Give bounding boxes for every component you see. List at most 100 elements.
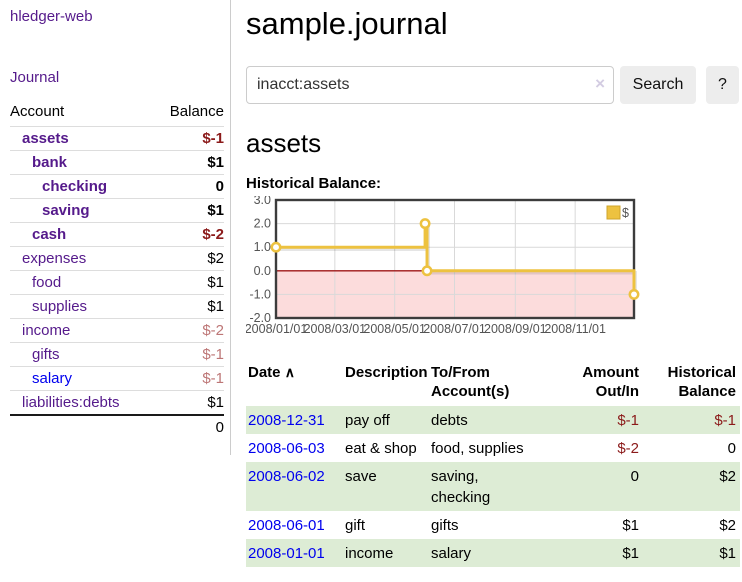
account-row: bank $1 bbox=[10, 150, 224, 175]
register-accounts: food, supplies bbox=[431, 439, 524, 457]
register-description: eat & shop bbox=[345, 439, 417, 457]
account-balance: $1 bbox=[153, 270, 224, 295]
register-balance: $1 bbox=[719, 544, 736, 562]
register-header-row: Date ∧ Description To/From Account(s) Am… bbox=[246, 362, 740, 406]
account-row: gifts $-1 bbox=[10, 342, 224, 367]
register-balance: $-1 bbox=[714, 411, 736, 429]
account-row: income $-2 bbox=[10, 318, 224, 343]
register-accounts: debts bbox=[431, 411, 468, 429]
account-row: food $1 bbox=[10, 270, 224, 295]
register-date-link[interactable]: 2008-06-03 bbox=[248, 439, 325, 457]
register-header-balance: Historical Balance bbox=[667, 364, 736, 400]
account-row: cash $-2 bbox=[10, 222, 224, 247]
register-amount: $-1 bbox=[617, 411, 639, 429]
legend-swatch-icon bbox=[606, 205, 621, 220]
balance-chart: $3.0 2.0 1.0 0.0 -1.0 -2.02008/01/012008/03/0… bbox=[246, 196, 640, 336]
y-tick-label: -2.0 bbox=[249, 311, 271, 325]
register-row: 2008-06-01 gift gifts $1 $2 bbox=[246, 511, 740, 539]
account-link[interactable]: expenses bbox=[22, 250, 87, 267]
account-balance: $-2 bbox=[153, 222, 224, 247]
register-accounts: gifts bbox=[431, 516, 459, 534]
register-amount: $-2 bbox=[617, 439, 639, 457]
register-row: 2008-12-31 pay off debts $-1 $-1 bbox=[246, 405, 740, 434]
x-tick-label: 2008/01/01 bbox=[246, 322, 307, 336]
y-tick-label: 1.0 bbox=[254, 240, 271, 254]
account-link[interactable]: liabilities:debts bbox=[22, 394, 120, 411]
account-balance: $1 bbox=[153, 198, 224, 223]
account-link[interactable]: supplies bbox=[32, 298, 88, 315]
register-date-link[interactable]: 2008-06-02 bbox=[248, 467, 325, 485]
data-point-marker bbox=[419, 218, 431, 230]
y-tick-label: 0.0 bbox=[254, 264, 271, 278]
account-balance: 0 bbox=[153, 174, 224, 199]
register-header-amount: Amount Out/In bbox=[582, 364, 639, 400]
search-input[interactable] bbox=[246, 66, 614, 104]
account-balance: $2 bbox=[153, 246, 224, 271]
register-header-tofrom: To/From Account(s) bbox=[431, 364, 510, 400]
search-form: × Search ? bbox=[246, 66, 740, 104]
register-header-date[interactable]: Date ∧ bbox=[248, 364, 295, 381]
account-link[interactable]: assets bbox=[22, 130, 69, 147]
account-link[interactable]: food bbox=[32, 274, 62, 291]
account-row: supplies $1 bbox=[10, 294, 224, 319]
register-table-body: 2008-12-31 pay off debts $-1 $-1 2008-06-03 ea… bbox=[246, 405, 740, 567]
clear-search-icon[interactable]: × bbox=[595, 74, 605, 93]
account-link[interactable]: checking bbox=[42, 178, 108, 195]
register-description: gift bbox=[345, 516, 366, 534]
sidebar-journal-link[interactable]: Journal bbox=[10, 69, 60, 86]
x-tick-label: 2008/03/01 bbox=[304, 322, 367, 336]
accounts-header-balance: Balance bbox=[169, 103, 224, 120]
account-link[interactable]: saving bbox=[42, 202, 90, 219]
plot-border bbox=[274, 198, 636, 320]
account-link[interactable]: income bbox=[22, 322, 71, 339]
register-row: 2008-06-02 save saving, checking 0 $2 bbox=[246, 461, 740, 511]
account-balance: $-2 bbox=[153, 318, 224, 343]
register-balance: 0 bbox=[727, 439, 736, 457]
account-balance: $-1 bbox=[153, 342, 224, 367]
register-balance: $2 bbox=[719, 516, 736, 534]
search-button[interactable]: Search bbox=[620, 66, 696, 104]
register-table: Date ∧ Description To/From Account(s) Am… bbox=[246, 362, 740, 567]
accounts-table-body: assets $-1 bank $1 checking 0 saving $1 cash $-2 e… bbox=[10, 126, 224, 415]
register-amount: $1 bbox=[622, 516, 639, 534]
account-balance: $1 bbox=[153, 294, 224, 319]
y-tick-label: 2.0 bbox=[254, 217, 271, 231]
account-row: expenses $2 bbox=[10, 246, 224, 271]
y-tick-label: 3.0 bbox=[254, 196, 271, 207]
register-description: save bbox=[345, 467, 377, 485]
register-date-link[interactable]: 2008-12-31 bbox=[248, 411, 325, 429]
help-button[interactable]: ? bbox=[706, 66, 739, 104]
account-row: checking 0 bbox=[10, 174, 224, 199]
account-balance: $1 bbox=[153, 390, 224, 415]
y-tick-label: -1.0 bbox=[249, 287, 271, 301]
chart-label: Historical Balance: bbox=[246, 175, 382, 192]
register-amount: 0 bbox=[630, 467, 639, 485]
account-balance: $-1 bbox=[153, 366, 224, 391]
register-date-link[interactable]: 2008-06-01 bbox=[248, 516, 325, 534]
accounts-table: Account Balance assets $-1 bank $1 checking 0… bbox=[10, 99, 224, 439]
account-link[interactable]: cash bbox=[32, 226, 67, 243]
register-balance: $2 bbox=[719, 467, 736, 485]
app-brand-link[interactable]: hledger-web bbox=[10, 8, 93, 25]
register-date-link[interactable]: 2008-01-01 bbox=[248, 544, 325, 562]
accounts-header-account: Account bbox=[10, 103, 65, 120]
accounts-total-row: 0 bbox=[10, 414, 224, 439]
account-row: salary $-1 bbox=[10, 366, 224, 391]
accounts-total-balance: 0 bbox=[153, 414, 224, 439]
account-balance: $1 bbox=[153, 150, 224, 175]
account-heading: assets bbox=[246, 128, 322, 158]
register-description: income bbox=[345, 544, 394, 562]
register-accounts: saving, checking bbox=[431, 467, 491, 506]
account-link[interactable]: gifts bbox=[32, 346, 60, 363]
account-link[interactable]: bank bbox=[32, 154, 68, 171]
account-row: liabilities:debts $1 bbox=[10, 390, 224, 415]
search-box: × bbox=[246, 66, 614, 104]
account-row: assets $-1 bbox=[10, 126, 224, 151]
data-point-marker bbox=[628, 288, 640, 300]
account-link[interactable]: salary bbox=[32, 370, 73, 387]
x-tick-label: 2008/05/01 bbox=[363, 322, 426, 336]
register-description: pay off bbox=[345, 411, 390, 429]
data-point-marker bbox=[421, 265, 433, 277]
register-header-description: Description bbox=[345, 364, 428, 381]
register-accounts: salary bbox=[431, 544, 472, 562]
